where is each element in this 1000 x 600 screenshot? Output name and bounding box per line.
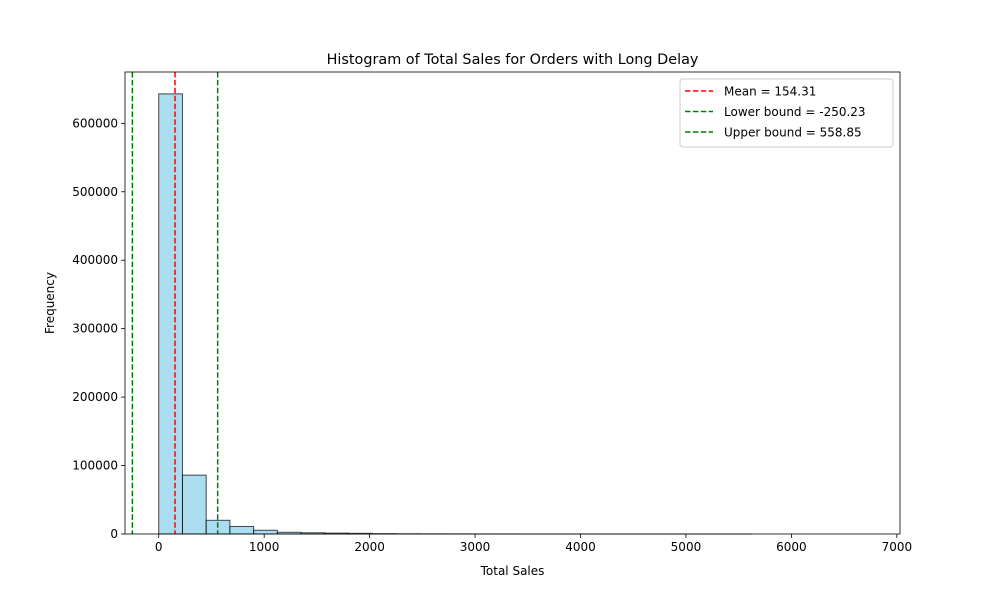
x-tick-label: 4000 xyxy=(565,540,596,554)
x-axis-label: Total Sales xyxy=(480,564,545,578)
histogram-bar xyxy=(158,93,183,535)
legend: Mean = 154.31 Lower bound = -250.23 Upper … xyxy=(679,78,894,148)
legend-label: Lower bound = -250.23 xyxy=(724,105,866,119)
x-axis-ticks: 0 1000 2000 3000 4000 5000 6000 7000 xyxy=(155,534,912,554)
y-tick-label: 0 xyxy=(110,527,118,541)
x-tick-label: 6000 xyxy=(776,540,807,554)
y-axis-ticks: 0 100000 200000 300000 400000 500000 600000 xyxy=(72,116,125,541)
x-tick-label: 5000 xyxy=(671,540,702,554)
y-tick-label: 300000 xyxy=(72,322,118,336)
x-tick-label: 7000 xyxy=(882,540,913,554)
y-tick-label: 500000 xyxy=(72,185,118,199)
legend-label: Mean = 154.31 xyxy=(724,85,816,99)
x-tick-label: 2000 xyxy=(354,540,385,554)
y-tick-label: 600000 xyxy=(72,116,118,130)
y-tick-label: 200000 xyxy=(72,390,118,404)
y-axis-label: Frequency xyxy=(43,272,57,334)
x-tick-label: 1000 xyxy=(249,540,280,554)
reference-lines xyxy=(131,72,219,534)
histogram-bar xyxy=(229,525,255,535)
histogram-bar xyxy=(181,474,207,535)
x-tick-label: 0 xyxy=(155,540,163,554)
x-tick-label: 3000 xyxy=(460,540,491,554)
legend-label: Upper bound = 558.85 xyxy=(724,126,862,140)
histogram-bar xyxy=(253,529,278,535)
y-tick-label: 100000 xyxy=(72,459,118,473)
plot-area-frame xyxy=(124,71,901,535)
legend-frame xyxy=(679,78,894,148)
chart-title: Histogram of Total Sales for Orders with… xyxy=(327,52,699,68)
y-tick-label: 400000 xyxy=(72,253,118,267)
